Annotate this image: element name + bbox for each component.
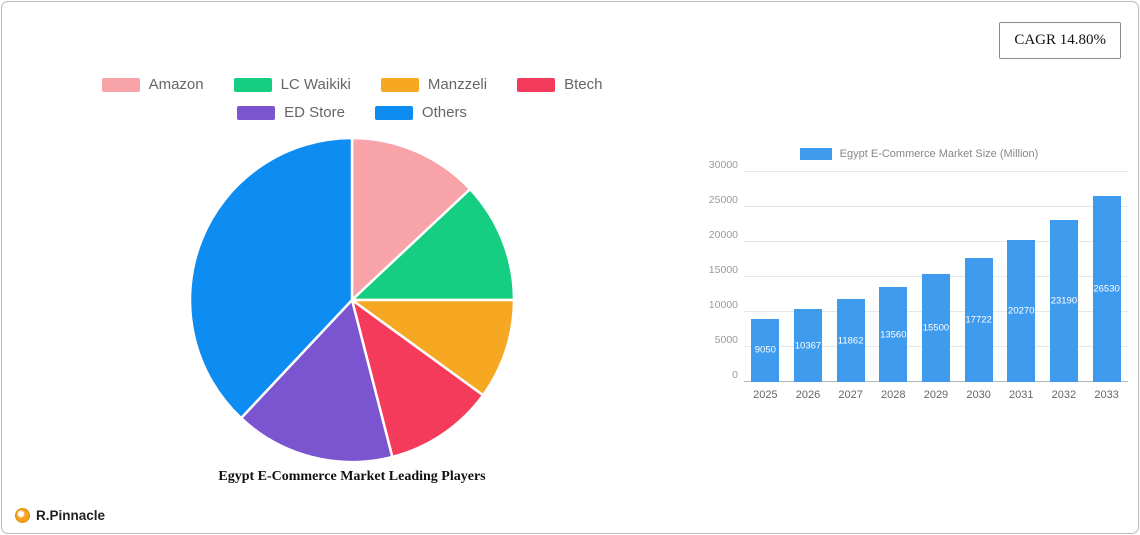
x-tick-2031: 2031	[1009, 389, 1034, 401]
pie-chart	[188, 136, 516, 464]
pie-legend-item-others[interactable]: Others	[374, 104, 467, 121]
x-tick-2028: 2028	[881, 389, 906, 401]
legend-label-btech: Btech	[564, 76, 603, 93]
bar-2027[interactable]: 11862	[836, 299, 865, 382]
x-tick-2033: 2033	[1094, 389, 1119, 401]
bars-container: 9050 10367 11862 13560 15500 17722 20270 23190 2…	[744, 172, 1128, 382]
brand-logo: R.Pinnacle	[15, 508, 105, 523]
bar-x-axis: 2025 2026 2027 2028 2029 2030 2031 2032 2033	[744, 389, 1128, 401]
bar-value-2030: 17722	[965, 314, 992, 326]
bar-2032[interactable]: 23190	[1049, 219, 1078, 382]
bar-value-2026: 10367	[794, 340, 822, 352]
bar-legend-label: Egypt E-Commerce Market Size (Million)	[839, 148, 1039, 160]
pie-legend-item-manzzeli[interactable]: Manzzeli	[380, 76, 488, 93]
pie-slice-others[interactable]	[188, 136, 354, 420]
legend-label-others: Others	[421, 104, 467, 121]
x-tick-2030: 2030	[966, 389, 991, 401]
pie-legend-item-amazon[interactable]: Amazon	[101, 76, 204, 93]
x-tick-2032: 2032	[1051, 389, 1077, 401]
pie-chart-title: Egypt E-Commerce Market Leading Players	[218, 469, 486, 484]
bar-legend-swatch	[799, 148, 832, 160]
legend-swatch-amazon	[101, 77, 140, 92]
gridline-25000	[744, 206, 1128, 207]
y-tick-20000: 20000	[708, 229, 738, 241]
x-tick-2025: 2025	[753, 389, 778, 401]
bar-2031[interactable]: 20270	[1007, 240, 1036, 382]
x-tick-2029: 2029	[923, 389, 949, 401]
bar-2025[interactable]: 9050	[751, 318, 780, 382]
pie-legend-item-btech[interactable]: Btech	[517, 76, 602, 93]
pie-legend-item-ed-store[interactable]: ED Store	[237, 104, 345, 121]
y-tick-25000: 25000	[708, 194, 738, 206]
pie-slice-ed-store[interactable]	[239, 298, 394, 464]
x-tick-2027: 2027	[838, 389, 863, 401]
bar-value-2033: 26530	[1093, 283, 1120, 295]
pie-slice-btech[interactable]	[350, 298, 485, 459]
bar-value-2031: 20270	[1008, 305, 1035, 317]
gridline-20000	[744, 241, 1128, 242]
bar-plot-area: 0 5000 10000 15000 20000 25000 30000 9050 10367 1…	[709, 159, 1128, 382]
pie-legend: Amazon LC Waikiki Manzzeli Btech ED Store Oth…	[42, 76, 662, 121]
bar-2030[interactable]: 17722	[964, 257, 993, 382]
bar-chart-legend[interactable]: Egypt E-Commerce Market Size (Million)	[702, 148, 1136, 160]
legend-label-ed-store: ED Store	[284, 104, 345, 121]
bar-value-2032: 23190	[1050, 295, 1078, 307]
y-tick-10000: 10000	[708, 299, 738, 311]
gridline-30000	[744, 171, 1128, 172]
x-tick-2026: 2026	[795, 389, 821, 401]
brand-name: R.Pinnacle	[36, 508, 106, 523]
bar-chart-section: Egypt E-Commerce Market Size (Million) 0…	[702, 148, 1136, 401]
bar-2028[interactable]: 13560	[879, 287, 908, 382]
bar-value-2027: 11862	[837, 335, 864, 346]
legend-swatch-lc-waikiki	[233, 77, 272, 92]
pie-slice-amazon[interactable]	[350, 136, 472, 302]
y-tick-30000: 30000	[708, 159, 738, 171]
y-tick-15000: 15000	[708, 264, 738, 276]
bar-value-2025: 9050	[754, 344, 776, 356]
bar-2026[interactable]: 10367	[793, 309, 822, 382]
bar-value-2029: 15500	[922, 322, 950, 334]
pie-slice-manzzeli[interactable]	[350, 298, 516, 397]
cagr-badge: CAGR 14.80%	[999, 22, 1121, 59]
legend-label-lc-waikiki: LC Waikiki	[280, 76, 351, 93]
legend-swatch-ed-store	[237, 105, 276, 120]
bar-2033[interactable]: 26530	[1092, 196, 1121, 382]
brand-icon	[15, 508, 30, 523]
legend-label-manzzeli: Manzzeli	[427, 76, 488, 93]
y-tick-0: 0	[732, 369, 738, 381]
y-tick-5000: 5000	[714, 334, 738, 346]
legend-swatch-manzzeli	[380, 77, 419, 92]
legend-swatch-others	[374, 105, 413, 120]
bar-value-2028: 13560	[880, 329, 907, 341]
bar-2029[interactable]: 15500	[921, 273, 950, 382]
legend-swatch-btech	[517, 77, 556, 92]
pie-slice-lc-waikiki[interactable]	[350, 187, 516, 302]
pie-legend-item-lc-waikiki[interactable]: LC Waikiki	[233, 76, 351, 93]
legend-label-amazon: Amazon	[148, 76, 204, 93]
